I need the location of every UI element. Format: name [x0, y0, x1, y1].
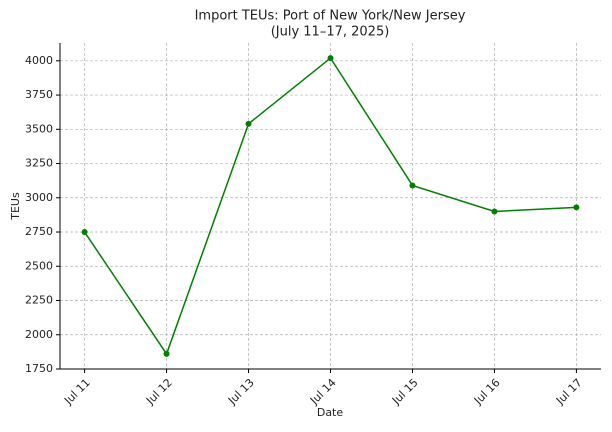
y-tick-label: 3250 [25, 157, 53, 170]
chart-title: Import TEUs: Port of New York/New Jersey [195, 9, 466, 24]
point [327, 55, 334, 62]
point [163, 350, 170, 357]
x-tick-label: Jul 14 [307, 376, 339, 408]
point [573, 204, 580, 211]
y-tick-label: 2500 [25, 259, 53, 272]
y-tick-label: 1750 [25, 362, 53, 375]
x-tick-label: Jul 16 [471, 376, 503, 408]
y-tick-label: 2250 [25, 294, 53, 307]
y-tick-label: 3750 [25, 88, 53, 101]
x-tick-label: Jul 17 [553, 376, 585, 408]
y-tick-label: 3500 [25, 122, 53, 135]
y-tick-label: 3000 [25, 191, 53, 204]
chart-subtitle: (July 11–17, 2025) [271, 25, 390, 40]
point [491, 208, 498, 215]
x-tick-label: Jul 13 [225, 376, 257, 408]
x-axis-label: Date [317, 406, 344, 419]
point [409, 182, 416, 189]
x-tick-label: Jul 12 [143, 376, 175, 408]
y-tick-label: 4000 [25, 54, 53, 67]
y-tick-label: 2000 [25, 328, 53, 341]
x-tick-label: Jul 11 [61, 376, 93, 408]
y-axis-label: TEUs [9, 192, 22, 221]
point [81, 229, 88, 236]
x-tick-label: Jul 15 [389, 376, 421, 408]
point [245, 120, 252, 127]
y-tick-label: 2750 [25, 225, 53, 238]
